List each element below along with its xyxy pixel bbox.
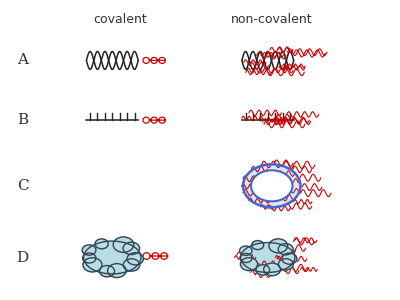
- Circle shape: [108, 264, 126, 278]
- Circle shape: [243, 164, 300, 207]
- Circle shape: [123, 242, 140, 255]
- Circle shape: [240, 246, 252, 255]
- Text: non-covalent: non-covalent: [231, 13, 312, 26]
- Circle shape: [100, 266, 114, 277]
- Circle shape: [113, 237, 134, 252]
- Text: covalent: covalent: [94, 13, 147, 26]
- Circle shape: [269, 239, 288, 253]
- Circle shape: [256, 265, 270, 275]
- Ellipse shape: [84, 241, 141, 274]
- Circle shape: [240, 258, 258, 271]
- Circle shape: [282, 253, 297, 264]
- Ellipse shape: [241, 243, 295, 272]
- Circle shape: [83, 258, 102, 272]
- Circle shape: [264, 263, 280, 276]
- Circle shape: [95, 239, 108, 249]
- Text: A: A: [17, 53, 28, 68]
- Text: B: B: [17, 113, 28, 127]
- Circle shape: [82, 245, 96, 255]
- Text: C: C: [17, 179, 28, 193]
- Circle shape: [278, 244, 293, 255]
- Text: D: D: [16, 250, 29, 265]
- Circle shape: [278, 259, 293, 270]
- Circle shape: [240, 254, 252, 262]
- Circle shape: [123, 259, 140, 271]
- Circle shape: [83, 253, 96, 263]
- Circle shape: [251, 170, 292, 201]
- Circle shape: [252, 241, 264, 250]
- Circle shape: [127, 253, 144, 265]
